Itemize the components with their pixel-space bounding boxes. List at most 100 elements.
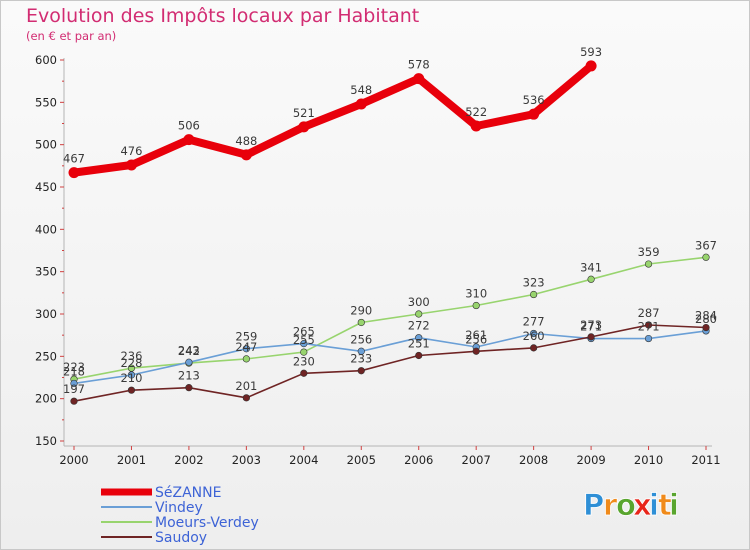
data-point-saudoy: [644, 321, 653, 329]
logo-letter: P: [583, 488, 604, 522]
data-point-vindey: [70, 379, 78, 388]
data-label-s-zanne: 578: [408, 58, 430, 72]
data-label-moeurs-verdey: 242: [178, 344, 200, 358]
data-point-s-zanne: [355, 98, 367, 110]
data-point-vindey: [530, 329, 538, 338]
data-label-vindey: 228: [120, 356, 142, 370]
x-tick-label: 2007: [462, 453, 491, 467]
data-label-s-zanne: 467: [63, 152, 85, 166]
data-label-s-zanne: 521: [293, 106, 315, 120]
data-point-s-zanne: [528, 108, 540, 120]
series-line-moeurs-verdey: [73, 256, 707, 381]
data-label-moeurs-verdey: 310: [465, 287, 487, 301]
series-line-saudoy: [73, 324, 707, 403]
data-label-vindey: 218: [63, 364, 85, 378]
data-point-moeurs-verdey: [644, 260, 653, 268]
data-point-moeurs-verdey: [300, 348, 308, 356]
data-label-s-zanne: 522: [465, 105, 487, 119]
series-line-vindey: [73, 330, 707, 385]
data-point-moeurs-verdey: [702, 253, 710, 261]
data-point-s-zanne: [470, 120, 482, 132]
data-label-moeurs-verdey: 300: [408, 295, 430, 309]
data-point-saudoy: [127, 386, 136, 394]
y-tick-label: 500: [35, 138, 57, 152]
x-tick-label: 2004: [289, 453, 318, 467]
x-tick-label: 2010: [634, 453, 663, 467]
data-label-s-zanne: 488: [235, 134, 257, 148]
y-tick-label: 600: [35, 53, 57, 67]
data-label-saudoy: 251: [408, 336, 430, 350]
x-tick-label: 2000: [59, 453, 88, 467]
data-point-saudoy: [185, 384, 193, 392]
data-point-vindey: [127, 371, 136, 379]
data-point-saudoy: [357, 367, 365, 375]
data-label-moeurs-verdey: 290: [350, 303, 372, 317]
chart-subtitle: (en € et par an): [26, 29, 116, 43]
data-label-vindey: 271: [638, 320, 660, 334]
data-point-moeurs-verdey: [530, 290, 538, 299]
data-label-saudoy: 273: [580, 318, 602, 332]
logo-letter: r: [603, 488, 618, 522]
data-label-saudoy: 256: [465, 332, 487, 346]
data-point-moeurs-verdey: [242, 355, 250, 363]
legend-label-saudoy: Saudoy: [155, 530, 207, 546]
data-point-saudoy: [702, 323, 710, 332]
x-tick-label: 2001: [117, 453, 146, 467]
x-tick-label: 2011: [691, 453, 720, 467]
y-tick-label: 250: [35, 349, 57, 363]
data-point-saudoy: [242, 394, 250, 402]
logo-letter: x: [633, 488, 652, 522]
data-point-saudoy: [587, 333, 595, 341]
data-label-s-zanne: 536: [523, 93, 545, 107]
data-point-s-zanne: [585, 60, 597, 72]
legend-label-s-zanne: SéZANNE: [155, 485, 221, 501]
data-point-s-zanne: [68, 167, 80, 179]
data-label-moeurs-verdey: 341: [580, 260, 602, 274]
data-point-vindey: [242, 345, 250, 353]
data-label-saudoy: 233: [350, 352, 372, 366]
logo-letter: i: [669, 488, 679, 522]
data-label-saudoy: 213: [178, 369, 200, 383]
data-label-saudoy: 197: [63, 382, 85, 396]
data-label-saudoy: 284: [695, 309, 717, 323]
data-point-saudoy: [530, 344, 538, 352]
chart-title: Evolution des Impôts locaux par Habitant: [26, 5, 419, 27]
y-tick-label: 350: [35, 265, 57, 279]
data-point-moeurs-verdey: [587, 275, 595, 283]
data-label-moeurs-verdey: 236: [120, 349, 142, 363]
data-point-saudoy: [415, 351, 423, 360]
data-point-saudoy: [70, 397, 78, 405]
data-point-vindey: [644, 334, 653, 343]
data-point-saudoy: [300, 369, 308, 377]
data-point-s-zanne: [413, 73, 425, 85]
axes: 150 200 250 300 350 400 450 500 550 600 2000 2001 20…: [35, 53, 721, 467]
x-tick-label: 2003: [232, 453, 261, 467]
data-point-moeurs-verdey: [415, 310, 423, 318]
data-label-moeurs-verdey: 367: [695, 238, 717, 252]
data-label-vindey: 277: [523, 314, 545, 328]
x-tick-label: 2006: [404, 453, 433, 467]
data-label-s-zanne: 506: [178, 119, 200, 133]
data-point-vindey: [357, 347, 365, 355]
data-point-vindey: [185, 358, 193, 366]
y-tick-label: 450: [35, 180, 57, 194]
y-tick-label: 400: [35, 222, 57, 236]
data-label-moeurs-verdey: 323: [523, 276, 545, 290]
data-label-s-zanne: 548: [350, 83, 372, 97]
series-lines: [68, 60, 710, 405]
x-tick-label: 2002: [174, 453, 203, 467]
data-label-s-zanne: 476: [120, 144, 142, 158]
data-label-s-zanne: 593: [580, 45, 602, 59]
data-label-moeurs-verdey: 359: [638, 245, 660, 259]
data-point-vindey: [415, 334, 423, 342]
data-point-moeurs-verdey: [472, 301, 480, 310]
data-label-vindey: 256: [350, 332, 372, 346]
data-point-s-zanne: [125, 159, 137, 171]
data-labels: 223 236 242 247 255 290 300 310 323 341 359 367 218 2…: [63, 45, 717, 396]
data-label-saudoy: 260: [523, 329, 545, 343]
data-point-moeurs-verdey: [357, 318, 365, 327]
data-label-vindey: 280: [695, 312, 717, 326]
data-label-moeurs-verdey: 255: [293, 333, 315, 347]
